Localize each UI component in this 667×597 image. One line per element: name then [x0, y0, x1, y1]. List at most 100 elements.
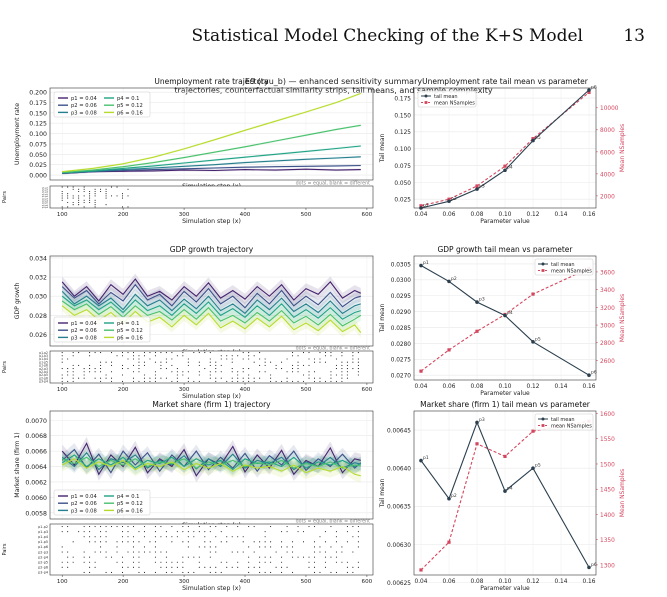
series-line-p2 — [61, 283, 361, 309]
y-tick-label: 0.100 — [394, 147, 411, 153]
equal-dot — [143, 536, 146, 538]
strip-pair-label: p2-p6 — [42, 205, 49, 207]
equal-dot — [330, 371, 332, 373]
equal-dot — [111, 571, 113, 573]
samples-marker — [531, 429, 535, 433]
equal-dot — [165, 556, 167, 558]
equal-dot — [286, 380, 288, 382]
equal-dot — [100, 371, 102, 373]
equal-dot — [319, 571, 321, 573]
y2-axis-label: Mean NSamples — [619, 469, 626, 517]
series-line-p5 — [62, 456, 361, 469]
equal-dot — [248, 571, 250, 573]
equal-dot — [248, 374, 250, 376]
tail-mean-line — [420, 89, 590, 209]
y2-tick-label: 1450 — [600, 488, 615, 494]
equal-dot — [198, 566, 200, 568]
x-tick-label: 0.14 — [555, 579, 568, 585]
tail-mean-marker — [447, 199, 451, 204]
equal-dot — [67, 531, 69, 533]
equal-dot — [182, 371, 184, 373]
equal-dot — [357, 361, 359, 363]
equal-dot — [259, 566, 261, 568]
equal-dot — [160, 536, 162, 538]
strip-pair-label: p1-p4 — [39, 357, 48, 361]
equal-dot — [220, 364, 222, 366]
equal-dot — [187, 364, 189, 366]
equal-dot — [352, 536, 354, 538]
equal-dot — [204, 368, 206, 370]
equal-dot — [165, 377, 167, 379]
equal-dot — [253, 566, 255, 568]
equal-dot — [89, 352, 91, 354]
equal-dot — [154, 536, 156, 538]
equal-dot — [198, 546, 200, 548]
equal-dot — [105, 531, 107, 533]
equal-dot — [171, 380, 173, 382]
strip-pair-label: p3-p4 — [39, 380, 48, 384]
equal-dot — [83, 536, 85, 538]
strip-pair-label: p1-p6 — [42, 196, 49, 198]
x-tick-label: 600 — [362, 387, 373, 393]
tail-mean-chart-3: 0.0270 0.0275 0.0280 0.0285 0.0290 0.0295 0.03… — [379, 245, 626, 397]
tail-mean-marker — [587, 565, 591, 570]
equal-dot — [61, 531, 63, 533]
equal-dot — [341, 377, 343, 379]
point-label: p5 — [535, 336, 541, 342]
equal-dot — [94, 566, 96, 568]
equal-dot — [346, 541, 348, 543]
equal-dot — [143, 355, 146, 357]
equal-dot — [94, 561, 96, 563]
equal-dot — [357, 371, 359, 373]
equal-dot — [67, 197, 69, 199]
equal-dot — [89, 355, 91, 357]
chart-title: Unemployment rate tail mean vs parameter — [422, 77, 589, 86]
equal-dot — [324, 380, 327, 382]
equal-dot — [83, 206, 85, 208]
y-tick-label: 0.030 — [29, 294, 47, 301]
equal-dot — [94, 352, 96, 354]
equal-dot — [259, 571, 261, 573]
x-tick-label: 0.10 — [499, 212, 512, 218]
equal-dot — [78, 204, 80, 206]
equal-dot — [297, 371, 299, 373]
point-label: p2 — [451, 276, 457, 282]
equal-dot — [330, 556, 332, 558]
equal-dot — [341, 374, 343, 376]
series-line-p2 — [62, 164, 361, 174]
strip-pair-label: p2-p6 — [38, 566, 48, 570]
strip-x-label: Simulation step (x) — [182, 393, 241, 400]
y-axis-label: Market share (firm 1) — [14, 432, 21, 497]
equal-dot — [335, 374, 337, 376]
equal-dot — [176, 355, 178, 357]
tail-mean-marker — [503, 489, 507, 493]
equal-dot — [341, 551, 343, 553]
equal-dot — [105, 193, 107, 195]
samples-marker — [447, 197, 451, 201]
y-tick-label: 0.200 — [29, 90, 47, 97]
equal-dot — [330, 380, 332, 382]
equal-dot — [94, 368, 96, 370]
equal-dot — [275, 364, 277, 366]
x-tick-label: 0.04 — [415, 384, 428, 390]
equal-dot — [100, 190, 102, 193]
equal-dot — [335, 380, 337, 382]
equal-dot — [308, 352, 310, 354]
equal-dot — [341, 368, 343, 370]
equal-dot — [248, 566, 250, 568]
equal-dot — [72, 561, 74, 563]
equal-dot — [270, 377, 272, 379]
equal-dot — [226, 536, 228, 538]
equal-dot — [121, 536, 124, 538]
equal-dot — [143, 374, 146, 376]
equal-dot — [319, 380, 321, 382]
legend-label: mean NSamples — [551, 423, 592, 429]
confidence-band — [62, 300, 361, 338]
y2-tick-label: 8000 — [600, 128, 615, 134]
x-tick-label: 0.08 — [471, 212, 484, 218]
equal-dot — [319, 358, 321, 360]
equal-dot — [154, 561, 156, 563]
equal-dot — [132, 526, 135, 528]
equal-dot — [198, 526, 200, 528]
point-label: p2 — [451, 493, 457, 499]
